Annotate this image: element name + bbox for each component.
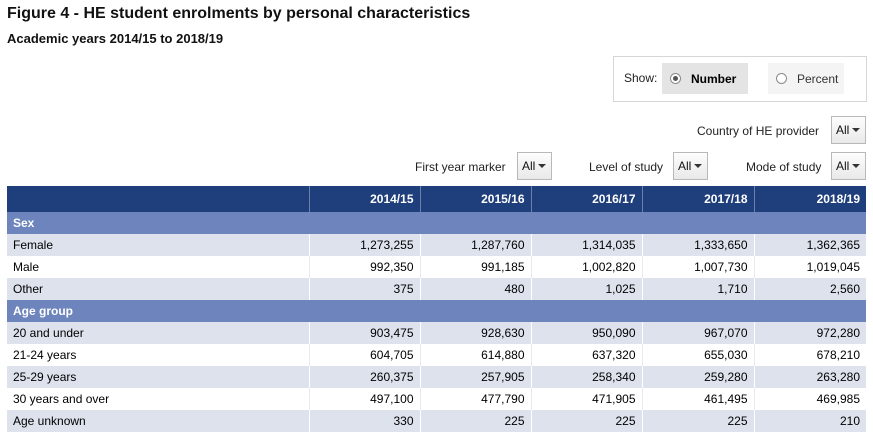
- table-cell: 1,025: [531, 278, 643, 300]
- first-year-filter-label: First year marker: [415, 160, 506, 174]
- country-filter-dropdown[interactable]: All: [831, 116, 866, 144]
- table-row: Male 992,350 991,185 1,002,820 1,007,730…: [7, 256, 866, 278]
- table-cell: 375: [309, 278, 421, 300]
- table-row: Female 1,273,255 1,287,760 1,314,035 1,3…: [7, 234, 866, 256]
- chevron-down-icon: [538, 164, 547, 168]
- first-year-filter-value: All: [522, 159, 536, 173]
- table-cell: 1,710: [642, 278, 755, 300]
- row-label: 21-24 years: [7, 344, 310, 366]
- country-filter-label: Country of HE provider: [697, 124, 820, 138]
- country-filter-value: All: [836, 123, 850, 137]
- row-label: Age unknown: [7, 410, 310, 432]
- table-cell: 2,560: [754, 278, 866, 300]
- table-cell: 1,362,365: [754, 234, 866, 256]
- table-cell: 461,495: [642, 388, 755, 410]
- table-cell: 991,185: [420, 256, 532, 278]
- show-toggle-panel: Show: Number Percent: [613, 56, 867, 102]
- table-cell: 1,007,730: [642, 256, 755, 278]
- level-filter-value: All: [678, 159, 692, 173]
- table-cell: 210: [754, 410, 866, 432]
- row-label: 25-29 years: [7, 366, 310, 388]
- table-cell: 471,905: [531, 388, 643, 410]
- mode-filter-dropdown[interactable]: All: [831, 152, 866, 180]
- column-header: [7, 186, 310, 212]
- table-cell: 1,002,820: [531, 256, 643, 278]
- table-cell: 928,630: [420, 322, 532, 344]
- table-cell: 655,030: [642, 344, 755, 366]
- row-label: Other: [7, 278, 310, 300]
- table-row: 20 and under 903,475 928,630 950,090 967…: [7, 322, 866, 344]
- level-filter-dropdown[interactable]: All: [673, 152, 708, 180]
- row-label: 30 years and over: [7, 388, 310, 410]
- table-cell: 257,905: [420, 366, 532, 388]
- show-percent-label: Percent: [797, 71, 839, 86]
- figure-title: Figure 4 - HE student enrolments by pers…: [7, 5, 471, 22]
- show-number-label: Number: [691, 71, 737, 86]
- chevron-down-icon: [694, 164, 703, 168]
- column-header: 2017/18: [642, 186, 755, 212]
- table-row: 25-29 years 260,375 257,905 258,340 259,…: [7, 366, 866, 388]
- table-cell: 1,287,760: [420, 234, 532, 256]
- row-label: 20 and under: [7, 322, 310, 344]
- table-row: Age unknown 330 225 225 225 210: [7, 410, 866, 432]
- table-cell: 469,985: [754, 388, 866, 410]
- column-header: 2016/17: [531, 186, 643, 212]
- table-cell: 330: [309, 410, 421, 432]
- chevron-down-icon: [852, 164, 861, 168]
- chevron-down-icon: [852, 128, 861, 132]
- column-header: 2015/16: [420, 186, 532, 212]
- table-cell: 480: [420, 278, 532, 300]
- group-header-row: Age group: [7, 300, 866, 322]
- first-year-filter-dropdown[interactable]: All: [517, 152, 552, 180]
- show-label: Show:: [624, 71, 658, 85]
- level-filter-label: Level of study: [589, 160, 664, 174]
- figure-subtitle: Academic years 2014/15 to 2018/19: [7, 31, 224, 46]
- table-cell: 967,070: [642, 322, 755, 344]
- table-cell: 678,210: [754, 344, 866, 366]
- group-label: Age group: [7, 300, 866, 322]
- table-cell: 950,090: [531, 322, 643, 344]
- table-cell: 992,350: [309, 256, 421, 278]
- mode-filter-label: Mode of study: [746, 160, 822, 174]
- table-row: 30 years and over 497,100 477,790 471,90…: [7, 388, 866, 410]
- table-cell: 258,340: [531, 366, 643, 388]
- row-label: Female: [7, 234, 310, 256]
- table-cell: 225: [642, 410, 755, 432]
- table-cell: 972,280: [754, 322, 866, 344]
- show-percent-option[interactable]: Percent: [768, 63, 844, 94]
- table-cell: 497,100: [309, 388, 421, 410]
- radio-unchecked-icon[interactable]: [776, 73, 787, 84]
- group-header-row: Sex: [7, 212, 866, 234]
- table-cell: 1,273,255: [309, 234, 421, 256]
- table-cell: 1,019,045: [754, 256, 866, 278]
- table-header-row: 2014/15 2015/16 2016/17 2017/18 2018/19: [7, 186, 866, 212]
- column-header: 2014/15: [309, 186, 421, 212]
- table-cell: 903,475: [309, 322, 421, 344]
- table-cell: 614,880: [420, 344, 532, 366]
- table-cell: 263,280: [754, 366, 866, 388]
- table-cell: 637,320: [531, 344, 643, 366]
- column-header: 2018/19: [754, 186, 866, 212]
- table-cell: 477,790: [420, 388, 532, 410]
- table-cell: 225: [420, 410, 532, 432]
- group-label: Sex: [7, 212, 866, 234]
- table-row: 21-24 years 604,705 614,880 637,320 655,…: [7, 344, 866, 366]
- table-cell: 259,280: [642, 366, 755, 388]
- table-cell: 1,314,035: [531, 234, 643, 256]
- row-label: Male: [7, 256, 310, 278]
- radio-checked-icon[interactable]: [670, 73, 681, 84]
- enrolments-table: 2014/15 2015/16 2016/17 2017/18 2018/19 …: [7, 186, 866, 432]
- table-cell: 225: [531, 410, 643, 432]
- table-cell: 1,333,650: [642, 234, 755, 256]
- table-cell: 604,705: [309, 344, 421, 366]
- mode-filter-value: All: [836, 159, 850, 173]
- show-number-option[interactable]: Number: [662, 63, 748, 94]
- table-row: Other 375 480 1,025 1,710 2,560: [7, 278, 866, 300]
- table-cell: 260,375: [309, 366, 421, 388]
